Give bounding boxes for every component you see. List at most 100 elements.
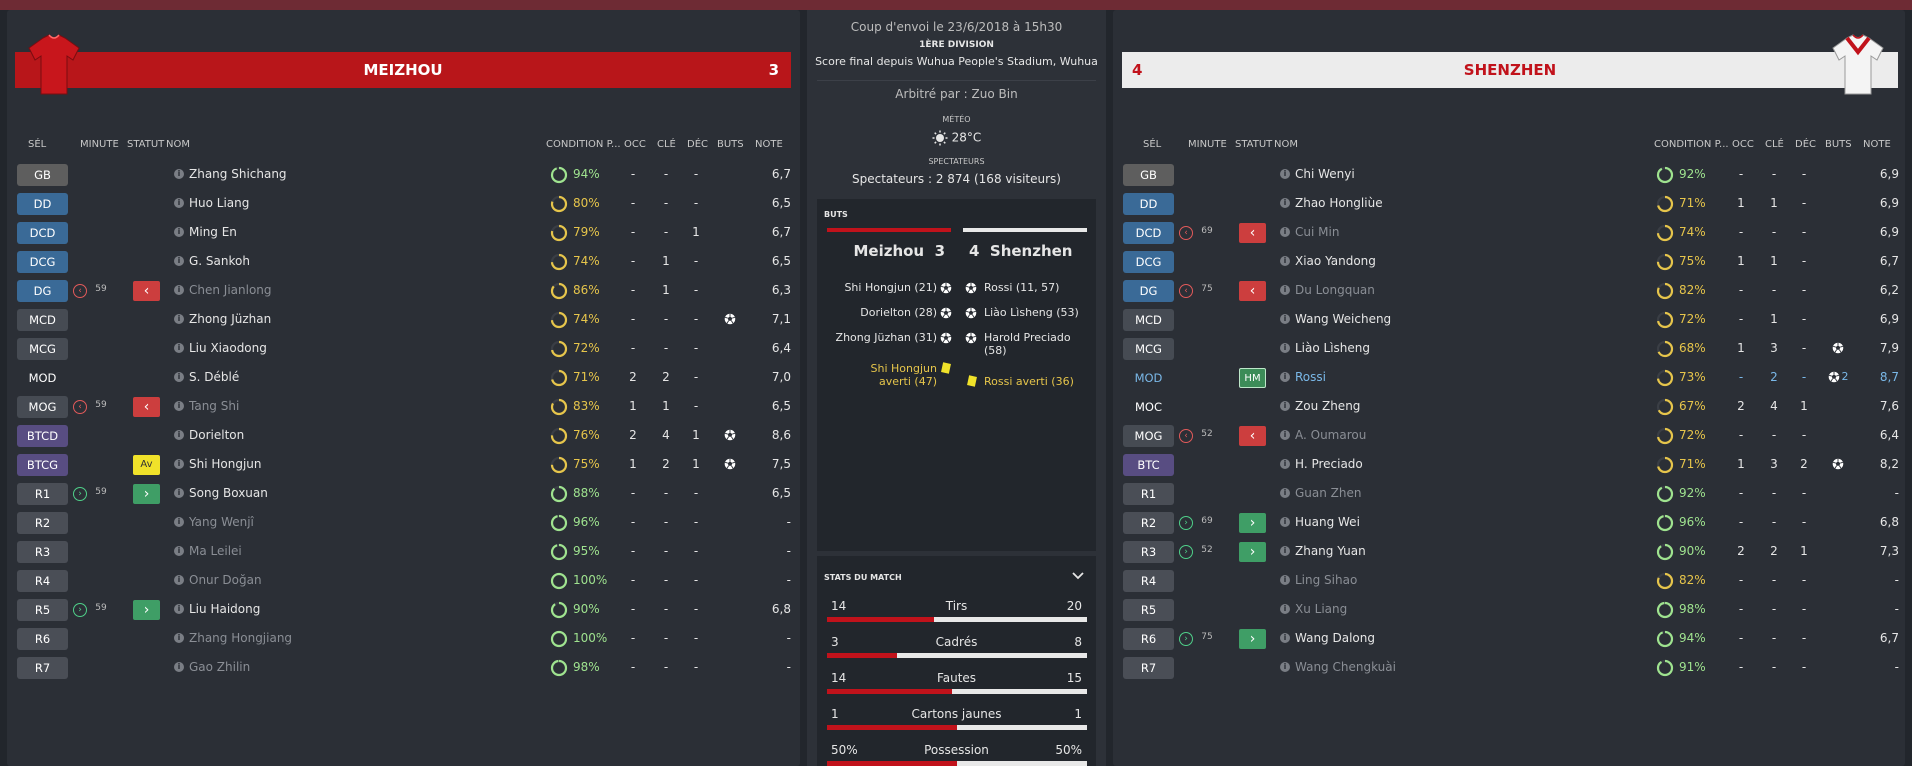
player-row[interactable]: MCD i Zhong Jüzhan 74% - - - 7,1 <box>7 305 800 334</box>
info-icon[interactable]: i <box>1280 227 1290 237</box>
player-row[interactable]: MCD i Wang Weicheng 72% - 1 - 6,9 <box>1113 305 1905 334</box>
position-badge[interactable]: R1 <box>17 483 68 505</box>
position-badge[interactable]: R5 <box>17 599 68 621</box>
chevron-down-icon[interactable] <box>1072 571 1084 581</box>
info-icon[interactable]: i <box>1280 459 1290 469</box>
info-icon[interactable]: i <box>174 227 184 237</box>
info-icon[interactable]: i <box>1280 604 1290 614</box>
position-badge[interactable]: GB <box>1123 164 1174 186</box>
player-name[interactable]: Yang Wenjî <box>189 515 254 529</box>
player-name[interactable]: Tang Shi <box>189 399 240 413</box>
info-icon[interactable]: i <box>174 546 184 556</box>
info-icon[interactable]: i <box>174 372 184 382</box>
player-name[interactable]: Zhang Yuan <box>1295 544 1366 558</box>
header-dec[interactable]: DÉC <box>687 139 709 150</box>
info-icon[interactable]: i <box>174 169 184 179</box>
player-row[interactable]: MOG ‹ 52 ‹ i A. Oumarou 72% - - - 6,4 <box>1113 421 1905 450</box>
position-badge[interactable]: R3 <box>17 541 68 563</box>
info-icon[interactable]: i <box>1280 633 1290 643</box>
player-name[interactable]: Cui Min <box>1295 225 1340 239</box>
player-row[interactable]: R1 i Guan Zhen 92% - - - - <box>1113 479 1905 508</box>
header-nom[interactable]: NOM <box>1274 139 1298 150</box>
player-name[interactable]: Huang Wei <box>1295 515 1360 529</box>
header-cle[interactable]: CLÉ <box>1765 139 1784 150</box>
info-icon[interactable]: i <box>174 633 184 643</box>
player-row[interactable]: MOD i S. Déblé 71% 2 2 - 7,0 <box>7 363 800 392</box>
player-name[interactable]: Chen Jianlong <box>189 283 272 297</box>
substituted-on-icon[interactable]: › <box>133 600 160 620</box>
player-name[interactable]: Zhang Shichang <box>189 167 287 181</box>
player-name[interactable]: Wang Chengkuài <box>1295 660 1396 674</box>
player-name[interactable]: Xu Liang <box>1295 602 1348 616</box>
info-icon[interactable]: i <box>1280 198 1290 208</box>
position-badge[interactable]: R4 <box>1123 570 1174 592</box>
header-dec[interactable]: DÉC <box>1795 139 1817 150</box>
player-name[interactable]: Zhang Hongjiang <box>189 631 293 645</box>
player-name[interactable]: Gao Zhilin <box>189 660 251 674</box>
position-badge[interactable]: MCG <box>1123 338 1174 360</box>
player-row[interactable]: GB i Chi Wenyi 92% - - - 6,9 <box>1113 160 1905 189</box>
info-icon[interactable]: i <box>1280 343 1290 353</box>
position-badge[interactable]: BTCD <box>17 425 68 447</box>
status-badge[interactable]: Av <box>133 455 160 475</box>
position-badge[interactable]: MOG <box>17 396 68 418</box>
position-badge[interactable]: R1 <box>1123 483 1174 505</box>
player-name[interactable]: Liu Xiaodong <box>189 341 267 355</box>
info-icon[interactable]: i <box>174 575 184 585</box>
player-name[interactable]: Xiao Yandong <box>1295 254 1376 268</box>
position-badge[interactable]: MCG <box>17 338 68 360</box>
player-row[interactable]: MOD HM i Rossi 73% - 2 - 2 8,7 <box>1113 363 1905 392</box>
position-badge[interactable]: R6 <box>17 628 68 650</box>
player-name[interactable]: G. Sankoh <box>189 254 250 268</box>
player-name[interactable]: Onur Doğan <box>189 573 262 587</box>
position-badge[interactable]: R4 <box>17 570 68 592</box>
info-icon[interactable]: i <box>174 343 184 353</box>
position-badge[interactable]: BTCG <box>17 454 68 476</box>
player-row[interactable]: MCG i Liu Xiaodong 72% - - - 6,4 <box>7 334 800 363</box>
player-name[interactable]: Huo Liang <box>189 196 250 210</box>
info-icon[interactable]: i <box>174 314 184 324</box>
substituted-off-icon[interactable]: ‹ <box>1239 426 1266 446</box>
info-icon[interactable]: i <box>1280 488 1290 498</box>
player-row[interactable]: MOG ‹ 59 ‹ i Tang Shi 83% 1 1 - 6,5 <box>7 392 800 421</box>
header-nom[interactable]: NOM <box>166 139 190 150</box>
player-name[interactable]: Shi Hongjun <box>189 457 262 471</box>
player-row[interactable]: DD i Huo Liang 80% - - - 6,5 <box>7 189 800 218</box>
player-name[interactable]: H. Preciado <box>1295 457 1363 471</box>
player-row[interactable]: R4 i Onur Doğan 100% - - - - <box>7 566 800 595</box>
substituted-on-icon[interactable]: › <box>1239 542 1266 562</box>
player-row[interactable]: BTCG Av i Shi Hongjun 75% 1 2 1 7,5 <box>7 450 800 479</box>
header-note[interactable]: NOTE <box>1863 139 1891 150</box>
player-name[interactable]: Liào Lìsheng <box>1295 341 1371 355</box>
player-row[interactable]: R7 i Wang Chengkuài 91% - - - - <box>1113 653 1905 682</box>
player-row[interactable]: MCG i Liào Lìsheng 68% 1 3 - 7,9 <box>1113 334 1905 363</box>
header-cle[interactable]: CLÉ <box>657 139 676 150</box>
position-badge[interactable]: MOD <box>1134 371 1163 385</box>
position-badge[interactable]: R5 <box>1123 599 1174 621</box>
status-badge[interactable]: HM <box>1239 368 1266 388</box>
header-occ[interactable]: OCC <box>1732 139 1754 150</box>
position-badge[interactable]: DCG <box>1123 251 1174 273</box>
info-icon[interactable]: i <box>1280 401 1290 411</box>
position-badge[interactable]: R2 <box>17 512 68 534</box>
player-row[interactable]: R6 › 75 › i Wang Dalong 94% - - - 6,7 <box>1113 624 1905 653</box>
header-occ[interactable]: OCC <box>624 139 646 150</box>
position-badge[interactable]: MOC <box>1134 400 1162 414</box>
player-row[interactable]: R3 i Ma Leilei 95% - - - - <box>7 537 800 566</box>
player-row[interactable]: R2 › 69 › i Huang Wei 96% - - - 6,8 <box>1113 508 1905 537</box>
player-row[interactable]: BTCD i Dorielton 76% 2 4 1 8,6 <box>7 421 800 450</box>
substituted-off-icon[interactable]: ‹ <box>1239 223 1266 243</box>
player-name[interactable]: S. Déblé <box>189 370 240 384</box>
position-badge[interactable]: R7 <box>1123 657 1174 679</box>
header-condition[interactable]: CONDITION P... <box>546 139 621 150</box>
info-icon[interactable]: i <box>174 401 184 411</box>
info-icon[interactable]: i <box>1280 517 1290 527</box>
header-sel[interactable]: SÉL <box>28 139 47 150</box>
player-name[interactable]: Song Boxuan <box>189 486 268 500</box>
player-row[interactable]: DD i Zhao Hongliùe 71% 1 1 - 6,9 <box>1113 189 1905 218</box>
position-badge[interactable]: DG <box>1123 280 1174 302</box>
player-row[interactable]: BTC i H. Preciado 71% 1 3 2 8,2 <box>1113 450 1905 479</box>
header-minute[interactable]: MINUTE <box>80 139 119 150</box>
substituted-on-icon[interactable]: › <box>1239 513 1266 533</box>
position-badge[interactable]: BTC <box>1123 454 1174 476</box>
